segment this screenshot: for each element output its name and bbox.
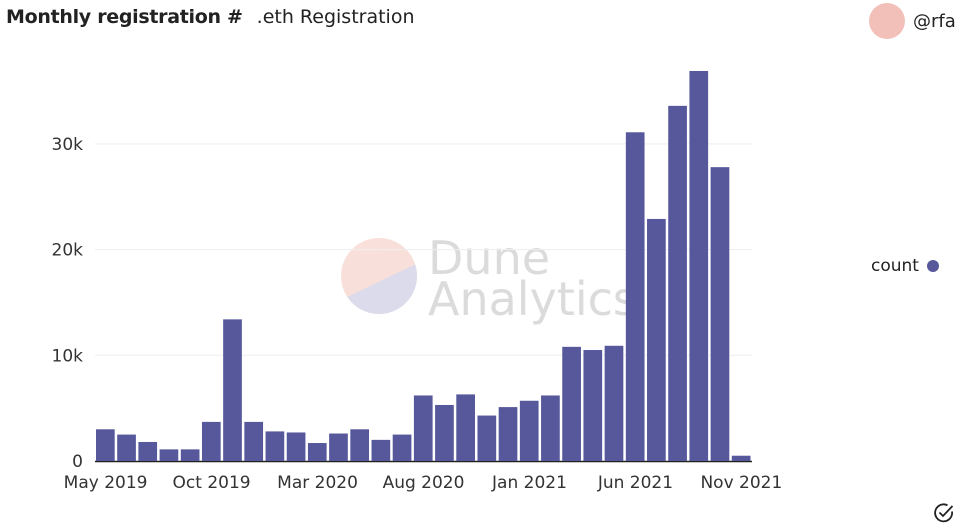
bar-jun-2021[interactable]: [625, 132, 645, 461]
bar-may-2020[interactable]: [350, 429, 370, 461]
x-tick-label: Mar 2020: [277, 473, 358, 493]
dune-watermark: Dune Analytics: [341, 231, 637, 326]
bar-sep-2019[interactable]: [180, 449, 200, 461]
bar-oct-2021[interactable]: [710, 167, 730, 462]
legend[interactable]: count: [871, 256, 939, 276]
bar-jul-2019[interactable]: [138, 441, 158, 461]
bar-jan-2020[interactable]: [265, 431, 285, 461]
bar-jun-2019[interactable]: [117, 434, 136, 461]
x-tick-label: Jun 2021: [597, 473, 673, 493]
x-tick-label: May 2019: [64, 473, 148, 493]
bar-aug-2020[interactable]: [413, 395, 433, 461]
y-tick-label: 0: [72, 452, 83, 472]
bar-jul-2021[interactable]: [647, 218, 666, 461]
x-tick-label: Jan 2021: [491, 473, 567, 493]
avatar: [869, 3, 905, 39]
chart-title: Monthly registration # .eth Registration: [6, 6, 415, 28]
bar-oct-2019[interactable]: [201, 421, 221, 461]
y-tick-label: 20k: [52, 241, 84, 261]
legend-dot: [926, 260, 939, 272]
watermark-line1: Dune: [428, 231, 550, 285]
bar-may-2021[interactable]: [604, 345, 624, 461]
author-name: @rfa: [913, 10, 956, 32]
bar-may-2019[interactable]: [96, 429, 115, 461]
y-tick-label: 30k: [52, 135, 84, 155]
bar-jan-2021[interactable]: [519, 400, 539, 461]
bar-aug-2021[interactable]: [668, 105, 687, 462]
x-tick-label: Nov 2021: [700, 473, 782, 493]
watermark-logo: [341, 238, 417, 314]
bar-mar-2020[interactable]: [307, 443, 327, 461]
bar-nov-2020[interactable]: [477, 415, 497, 461]
x-tick-label: Oct 2019: [173, 473, 251, 493]
bar-sep-2020[interactable]: [435, 404, 454, 461]
watermark-line2: Analytics: [428, 272, 637, 326]
visualization-title: .eth Registration: [256, 6, 415, 28]
bar-feb-2020[interactable]: [286, 432, 306, 461]
bar-aug-2019[interactable]: [159, 449, 179, 461]
legend-label: count: [871, 256, 919, 276]
query-title: Monthly registration #: [6, 6, 243, 28]
bar-dec-2019[interactable]: [244, 421, 264, 461]
bar-apr-2020[interactable]: [329, 433, 348, 461]
bar-nov-2021[interactable]: [731, 455, 751, 461]
bar-oct-2020[interactable]: [456, 394, 475, 461]
bar-mar-2021[interactable]: [562, 346, 581, 461]
x-tick-label: Aug 2020: [383, 473, 465, 493]
bar-nov-2019[interactable]: [223, 319, 242, 461]
check-circle-icon[interactable]: [933, 502, 955, 524]
bar-feb-2021[interactable]: [541, 395, 560, 461]
bar-jul-2020[interactable]: [392, 434, 412, 461]
author[interactable]: @rfa: [869, 3, 956, 39]
bar-sep-2021[interactable]: [689, 70, 709, 461]
y-tick-label: 10k: [52, 346, 84, 366]
bar-apr-2021[interactable]: [583, 350, 603, 461]
bar-dec-2020[interactable]: [498, 407, 518, 461]
bar-jun-2020[interactable]: [371, 439, 391, 461]
